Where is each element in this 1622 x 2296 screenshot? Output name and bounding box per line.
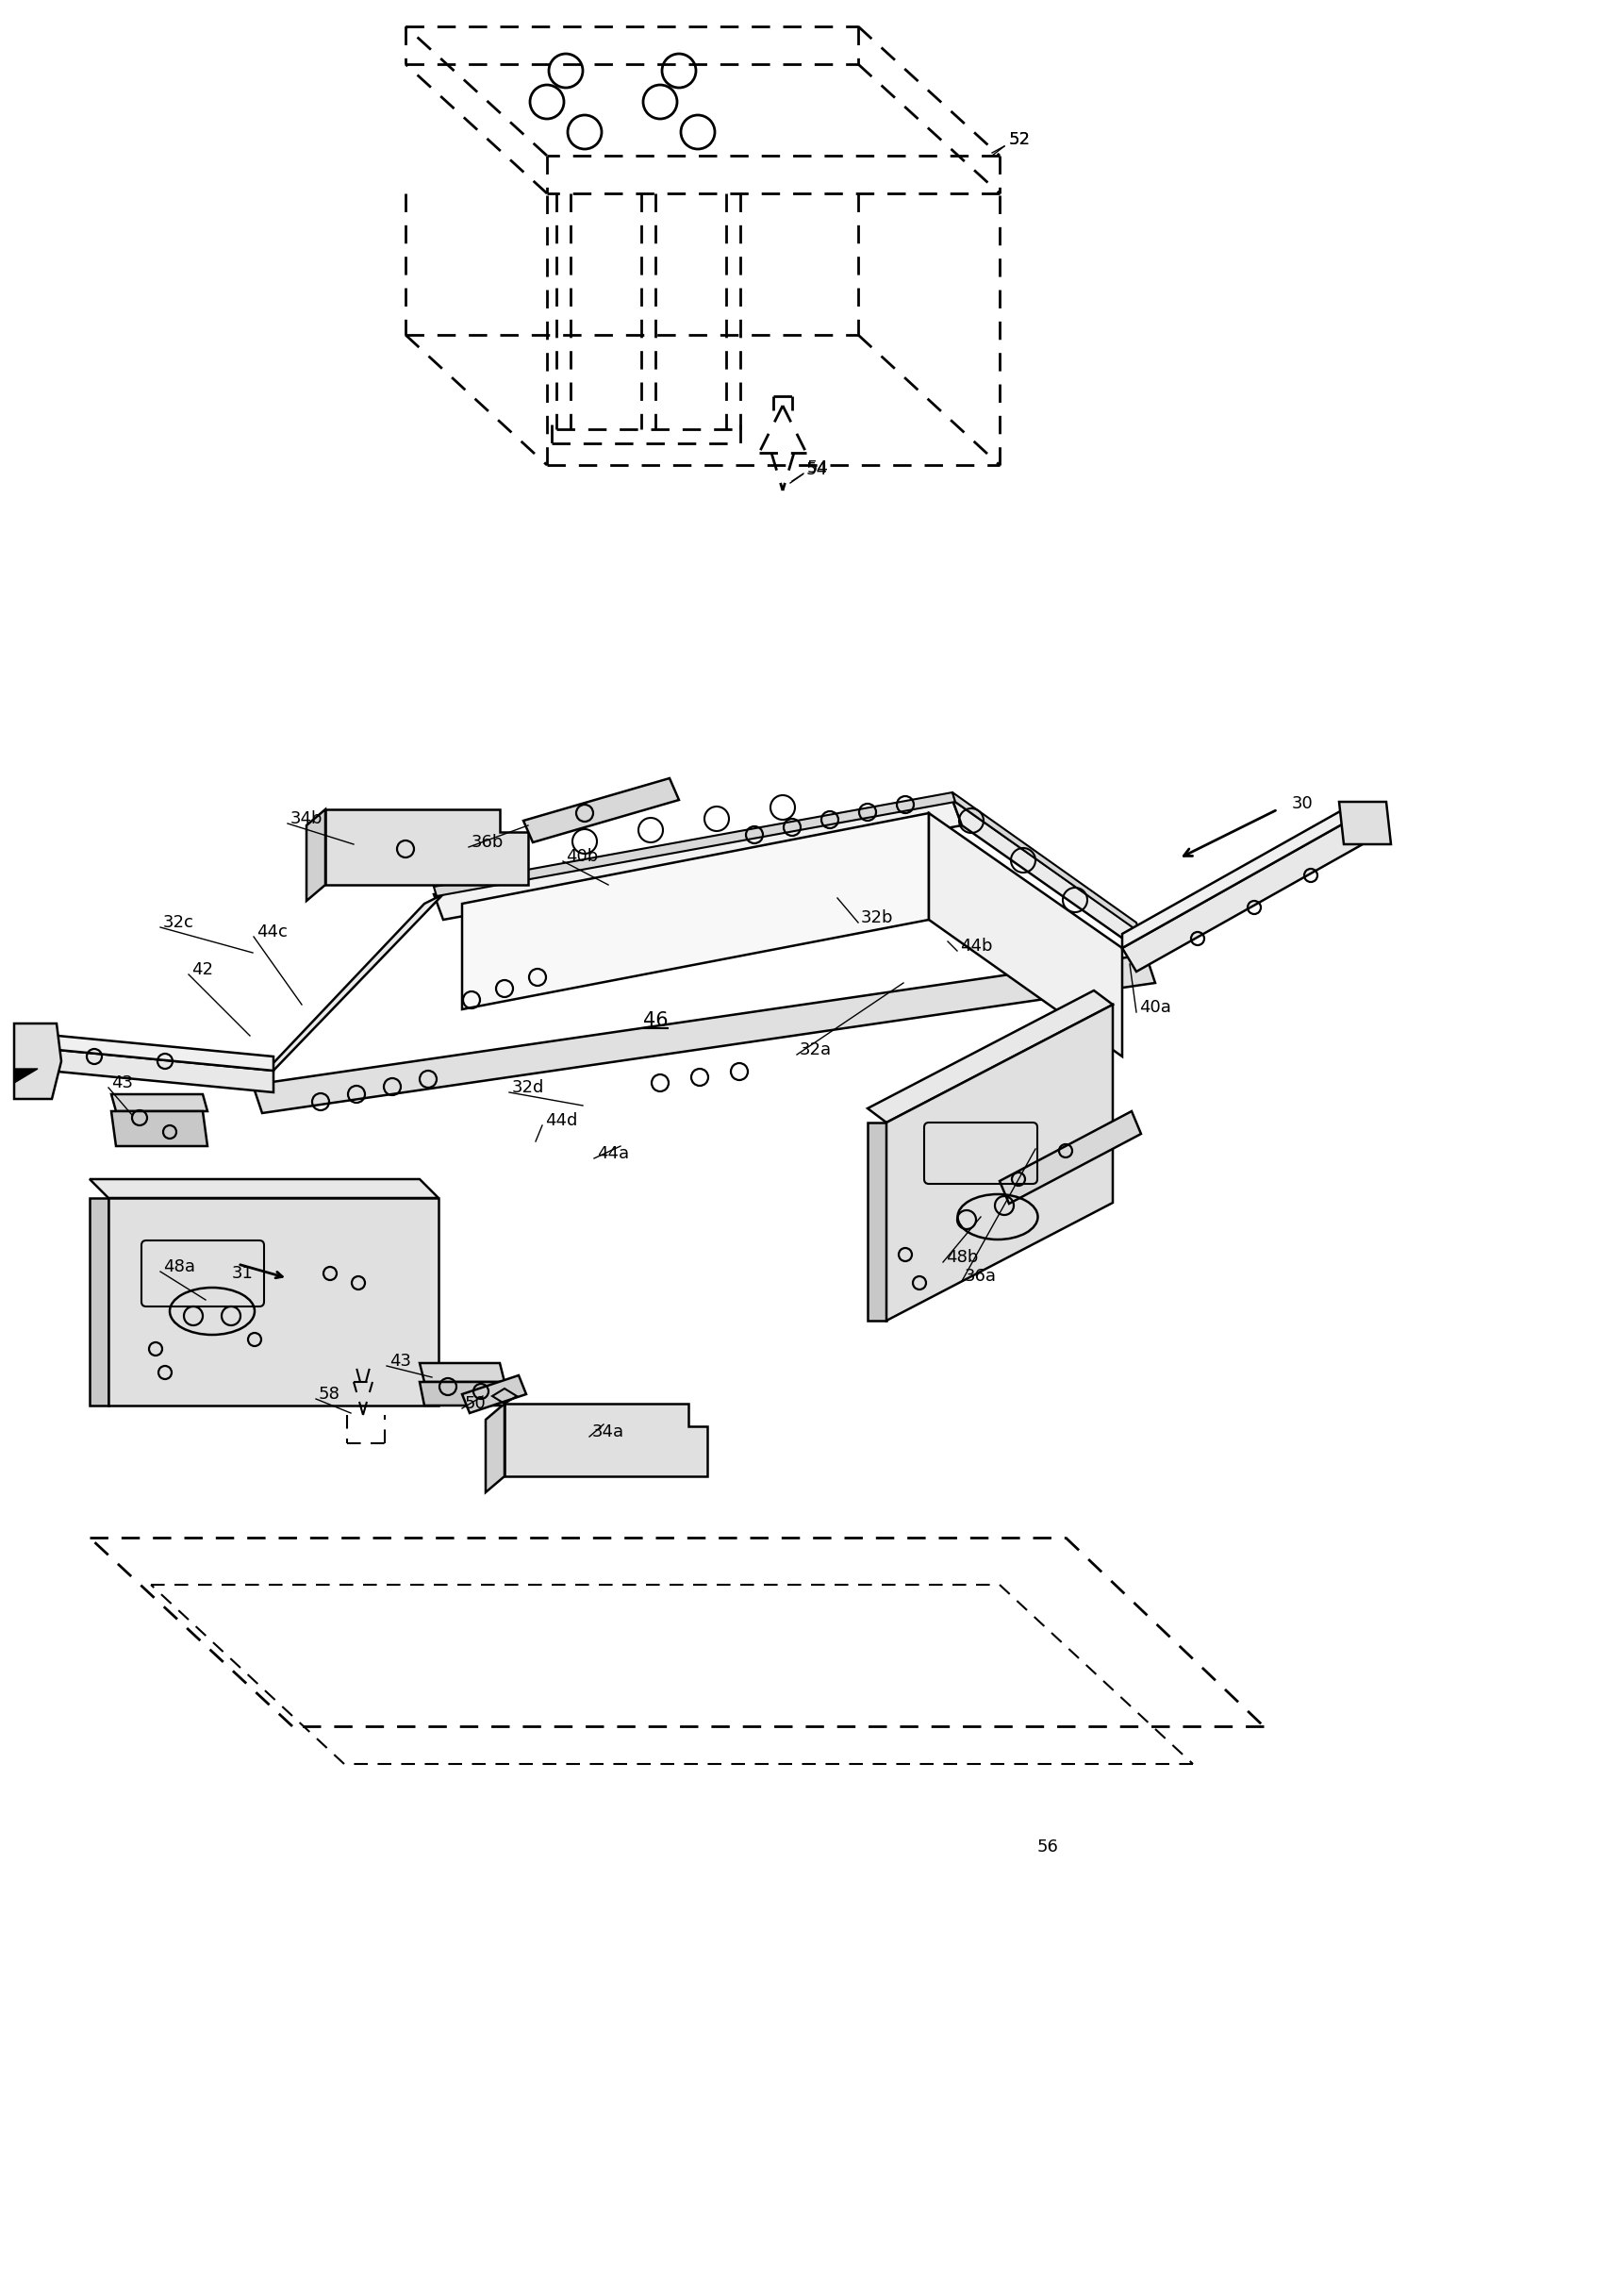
Polygon shape [15, 1068, 37, 1084]
Polygon shape [504, 1403, 707, 1476]
Polygon shape [89, 1180, 438, 1199]
Polygon shape [307, 810, 326, 900]
Polygon shape [868, 990, 1113, 1123]
Text: 48b: 48b [946, 1249, 978, 1265]
Polygon shape [15, 1024, 62, 1100]
Text: 56: 56 [1038, 1839, 1059, 1855]
Text: 40b: 40b [566, 847, 599, 866]
Polygon shape [89, 1199, 109, 1405]
Text: 32b: 32b [861, 909, 894, 925]
Text: 54: 54 [808, 459, 829, 475]
Polygon shape [524, 778, 680, 843]
Text: 58: 58 [320, 1387, 341, 1403]
Polygon shape [420, 1364, 504, 1382]
Polygon shape [1122, 820, 1362, 971]
Polygon shape [253, 955, 1155, 1114]
Polygon shape [1340, 801, 1392, 845]
Polygon shape [485, 1403, 504, 1492]
Text: 32c: 32c [164, 914, 195, 932]
Polygon shape [462, 1375, 526, 1412]
Text: 32d: 32d [513, 1079, 545, 1095]
Polygon shape [868, 1123, 887, 1320]
Polygon shape [28, 1047, 274, 1093]
Text: 36b: 36b [472, 833, 504, 852]
Polygon shape [326, 810, 529, 884]
Polygon shape [1122, 806, 1348, 948]
Text: 40a: 40a [1139, 999, 1171, 1015]
Text: 44b: 44b [960, 937, 993, 955]
Polygon shape [253, 893, 443, 1084]
Polygon shape [109, 1199, 438, 1405]
Polygon shape [952, 792, 1139, 932]
Text: 32a: 32a [800, 1042, 832, 1058]
Text: 52: 52 [1009, 131, 1030, 149]
Text: 50: 50 [466, 1396, 487, 1412]
Polygon shape [887, 1006, 1113, 1320]
Text: 44c: 44c [256, 923, 287, 941]
Polygon shape [420, 1382, 504, 1405]
Polygon shape [952, 799, 1145, 955]
Polygon shape [433, 799, 962, 921]
Text: 46: 46 [642, 1010, 668, 1031]
Polygon shape [112, 1095, 208, 1111]
Polygon shape [112, 1111, 208, 1146]
Text: 43: 43 [389, 1352, 410, 1371]
Polygon shape [28, 1033, 274, 1070]
Polygon shape [462, 813, 929, 1010]
Text: 31: 31 [232, 1265, 253, 1281]
Text: 44d: 44d [545, 1111, 577, 1130]
Text: 30: 30 [1293, 794, 1314, 813]
Text: 52: 52 [1009, 131, 1030, 149]
Polygon shape [433, 792, 955, 895]
Polygon shape [929, 813, 1122, 1056]
Text: 34a: 34a [592, 1424, 624, 1440]
Text: 48a: 48a [164, 1258, 195, 1274]
Text: 42: 42 [191, 962, 212, 978]
Text: 54: 54 [806, 461, 827, 478]
Polygon shape [999, 1111, 1140, 1203]
Text: 34b: 34b [290, 810, 323, 827]
Text: 36a: 36a [965, 1267, 998, 1286]
Text: 43: 43 [112, 1075, 133, 1091]
Text: 44a: 44a [597, 1146, 629, 1162]
